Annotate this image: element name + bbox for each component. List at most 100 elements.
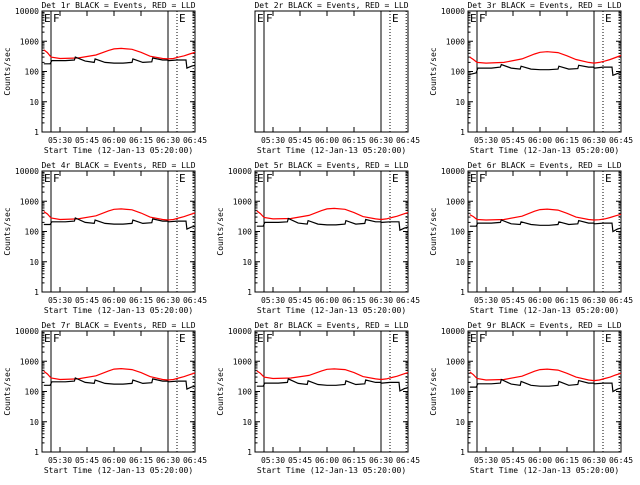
y-tick-label: 1000 (446, 197, 465, 206)
event-marker-label: E (470, 332, 477, 345)
x-tick-label: 06:00 (528, 456, 552, 465)
panel-title: Det 4r BLACK = Events, RED = LLD (41, 161, 195, 170)
x-tick-label: 06:00 (315, 136, 339, 145)
series-line-black-events (256, 378, 409, 392)
plot-frame (41, 330, 196, 453)
event-marker-label: F (266, 332, 273, 345)
x-axis-label: Start Time (12-Jan-13 05:20:00) (470, 146, 619, 155)
x-tick-label: 05:30 (261, 136, 285, 145)
series-line-red-lld (469, 51, 622, 64)
panel-title: Det 3r BLACK = Events, RED = LLD (467, 1, 621, 10)
y-axis-label: Counts/sec (216, 367, 225, 415)
event-marker-label: F (53, 172, 60, 185)
event-marker-label: E (392, 332, 399, 345)
y-tick-label: 10000 (441, 167, 465, 176)
x-tick-label: 06:45 (396, 456, 420, 465)
plot-frame (254, 170, 409, 293)
event-marker-label: E (392, 12, 399, 25)
x-tick-label: 05:45 (288, 136, 312, 145)
event-marker-label: E (179, 172, 186, 185)
x-axis-label: Start Time (12-Jan-13 05:20:00) (257, 146, 406, 155)
y-axis-label: Counts/sec (3, 207, 12, 255)
series-line-black-events (469, 63, 622, 77)
y-tick-label: 10 (455, 418, 465, 427)
event-marker-label: E (392, 172, 399, 185)
y-axis-label: Counts/sec (3, 367, 12, 415)
y-tick-label: 1 (34, 128, 39, 137)
x-tick-label: 06:30 (156, 296, 180, 305)
chart-panel-7: Det 7r BLACK = Events, RED = LLD 1 10 100 10… (3, 321, 207, 475)
x-tick-label: 05:45 (75, 456, 99, 465)
event-marker-label: E (257, 172, 264, 185)
x-tick-label: 06:00 (528, 136, 552, 145)
y-tick-label: 100 (238, 228, 253, 237)
y-tick-label: 100 (25, 388, 40, 397)
plot-frame (41, 170, 196, 293)
chart-panel-2: Det 2r BLACK = Events, RED = LLD 05:30 05:… (254, 1, 420, 155)
x-tick-label: 06:30 (369, 136, 393, 145)
y-tick-label: 1000 (446, 357, 465, 366)
y-tick-label: 1 (34, 448, 39, 457)
x-tick-label: 06:45 (183, 296, 207, 305)
plot-frame (254, 330, 409, 453)
x-axis-label: Start Time (12-Jan-13 05:20:00) (470, 466, 619, 475)
x-tick-label: 06:00 (102, 136, 126, 145)
x-tick-label: 06:15 (129, 296, 153, 305)
plot-frame (467, 330, 622, 453)
x-tick-label: 06:30 (582, 456, 606, 465)
y-tick-label: 100 (238, 388, 253, 397)
x-tick-label: 06:15 (555, 296, 579, 305)
x-axis-label: Start Time (12-Jan-13 05:20:00) (44, 306, 193, 315)
x-axis-label: Start Time (12-Jan-13 05:20:00) (257, 466, 406, 475)
y-tick-label: 1000 (446, 37, 465, 46)
event-marker-label: F (479, 332, 486, 345)
y-tick-label: 100 (25, 228, 40, 237)
event-marker-label: E (179, 332, 186, 345)
x-tick-label: 05:30 (474, 136, 498, 145)
x-tick-label: 06:15 (342, 296, 366, 305)
x-tick-label: 05:45 (501, 136, 525, 145)
series-line-black-events (43, 56, 196, 69)
plot-frame (467, 170, 622, 293)
x-tick-label: 06:15 (555, 456, 579, 465)
event-marker-label: E (470, 172, 477, 185)
panel-title: Det 7r BLACK = Events, RED = LLD (41, 321, 195, 330)
x-tick-label: 06:45 (396, 296, 420, 305)
series-line-red-lld (43, 47, 196, 60)
event-marker-label: E (257, 332, 264, 345)
plot-frame (41, 10, 196, 133)
y-tick-label: 1000 (20, 357, 39, 366)
y-axis-label: Counts/sec (429, 367, 438, 415)
x-tick-label: 06:30 (156, 456, 180, 465)
chart-panel-1: Det 1r BLACK = Events, RED = LLD 1 10 100 10… (3, 1, 207, 155)
chart-panel-4: Det 4r BLACK = Events, RED = LLD 1 10 100 10… (3, 161, 207, 315)
series-line-red-lld (256, 207, 409, 221)
x-tick-label: 05:45 (501, 296, 525, 305)
series-line-black-events (469, 378, 622, 393)
y-tick-label: 10000 (15, 7, 39, 16)
x-axis-label: Start Time (12-Jan-13 05:20:00) (44, 146, 193, 155)
x-tick-label: 06:15 (129, 456, 153, 465)
x-tick-label: 06:30 (369, 456, 393, 465)
series-line-black-events (256, 217, 409, 232)
x-tick-label: 05:30 (48, 296, 72, 305)
event-marker-label: F (53, 12, 60, 25)
x-tick-label: 05:30 (48, 456, 72, 465)
event-marker-label: E (44, 332, 51, 345)
chart-panel-8: Det 8r BLACK = Events, RED = LLD 1 10 100 10… (216, 321, 420, 475)
panel-title: Det 6r BLACK = Events, RED = LLD (467, 161, 621, 170)
plot-frame (467, 10, 622, 133)
x-tick-label: 06:45 (396, 136, 420, 145)
event-marker-label: E (605, 172, 612, 185)
event-marker-label: E (470, 12, 477, 25)
x-tick-label: 05:30 (474, 296, 498, 305)
y-axis-label: Counts/sec (3, 47, 12, 95)
y-tick-label: 1 (460, 128, 465, 137)
x-tick-label: 05:45 (75, 296, 99, 305)
y-axis-label: Counts/sec (216, 207, 225, 255)
x-tick-label: 06:15 (342, 456, 366, 465)
x-tick-label: 06:45 (609, 456, 633, 465)
event-marker-label: F (266, 12, 273, 25)
x-tick-label: 06:45 (183, 456, 207, 465)
